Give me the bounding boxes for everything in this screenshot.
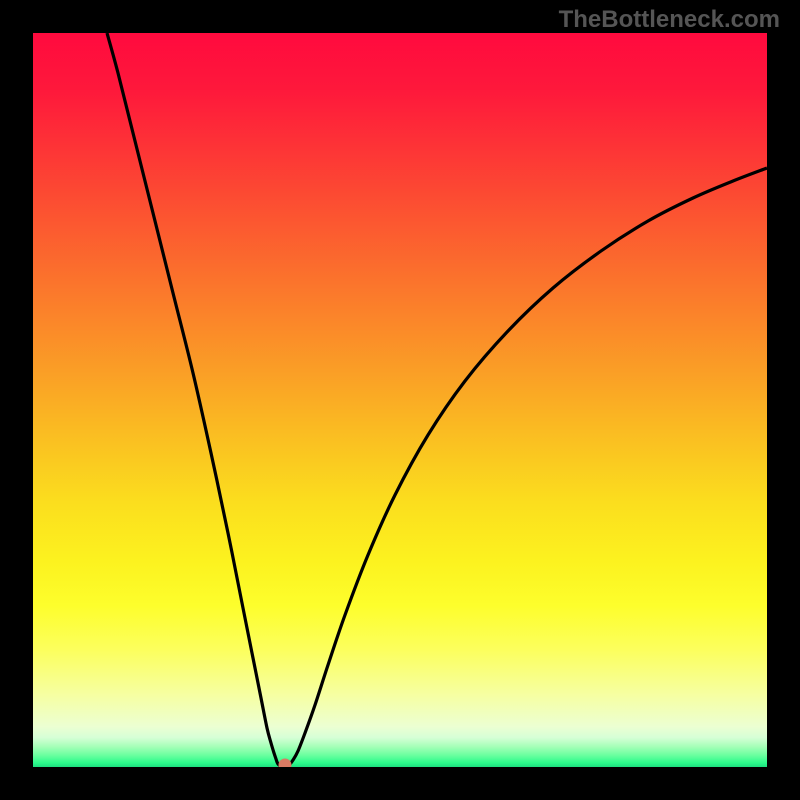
chart-svg (0, 0, 800, 800)
gradient-background (33, 33, 767, 767)
watermark-text: TheBottleneck.com (559, 6, 780, 34)
optimal-marker (279, 759, 291, 771)
